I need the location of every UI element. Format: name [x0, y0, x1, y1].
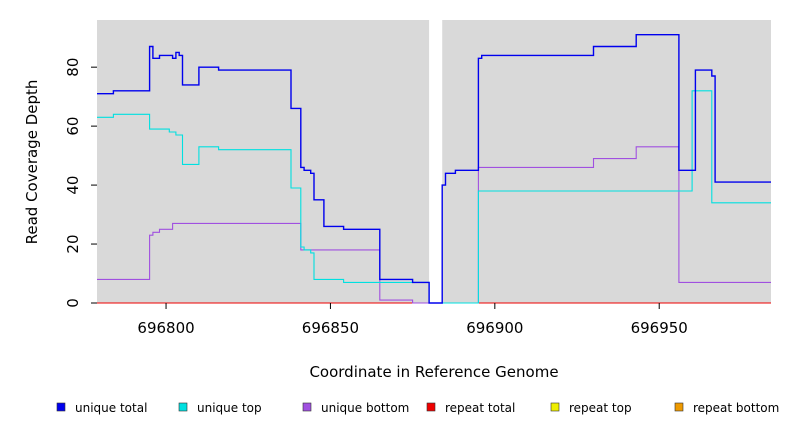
panel-left	[97, 20, 430, 303]
series-line-unique-bottom	[97, 146, 771, 304]
legend-swatch-repeat-bottom	[674, 402, 684, 412]
y-tick-label: 60	[64, 117, 82, 136]
legend-label-unique-top: unique top	[197, 401, 262, 415]
legend-swatch-repeat-total	[426, 402, 436, 412]
legend-swatch-unique-total	[56, 402, 66, 412]
y-tick-label: 40	[64, 176, 82, 195]
legend-swatch-repeat-top	[550, 402, 560, 412]
x-tick-label: 696800	[137, 319, 194, 337]
panel-right	[442, 20, 771, 303]
plot-panels	[97, 20, 771, 303]
y-tick-label: 20	[64, 234, 82, 253]
x-tick-label: 696900	[466, 319, 523, 337]
legend-label-repeat-total: repeat total	[445, 401, 515, 415]
legend-label-repeat-bottom: repeat bottom	[693, 401, 779, 415]
legend-label-repeat-top: repeat top	[569, 401, 632, 415]
y-tick-label: 80	[64, 58, 82, 77]
series-line-unique-top	[97, 90, 771, 304]
axes: 0 20 40 60 80 696800 696850 696900 696950	[64, 58, 688, 337]
legend: unique total unique top unique bottom repea…	[56, 401, 779, 415]
x-axis-label: Coordinate in Reference Genome	[309, 363, 558, 381]
legend-label-unique-bottom: unique bottom	[321, 401, 409, 415]
x-tick-label: 696850	[302, 319, 359, 337]
series-lines	[97, 34, 771, 304]
x-tick-label: 696950	[631, 319, 688, 337]
legend-swatch-unique-bottom	[302, 402, 312, 412]
legend-swatch-unique-top	[178, 402, 188, 412]
series-line-unique-total	[97, 34, 771, 304]
y-tick-label: 0	[64, 298, 82, 308]
y-axis-label: Read Coverage Depth	[23, 80, 41, 245]
legend-label-unique-total: unique total	[75, 401, 147, 415]
